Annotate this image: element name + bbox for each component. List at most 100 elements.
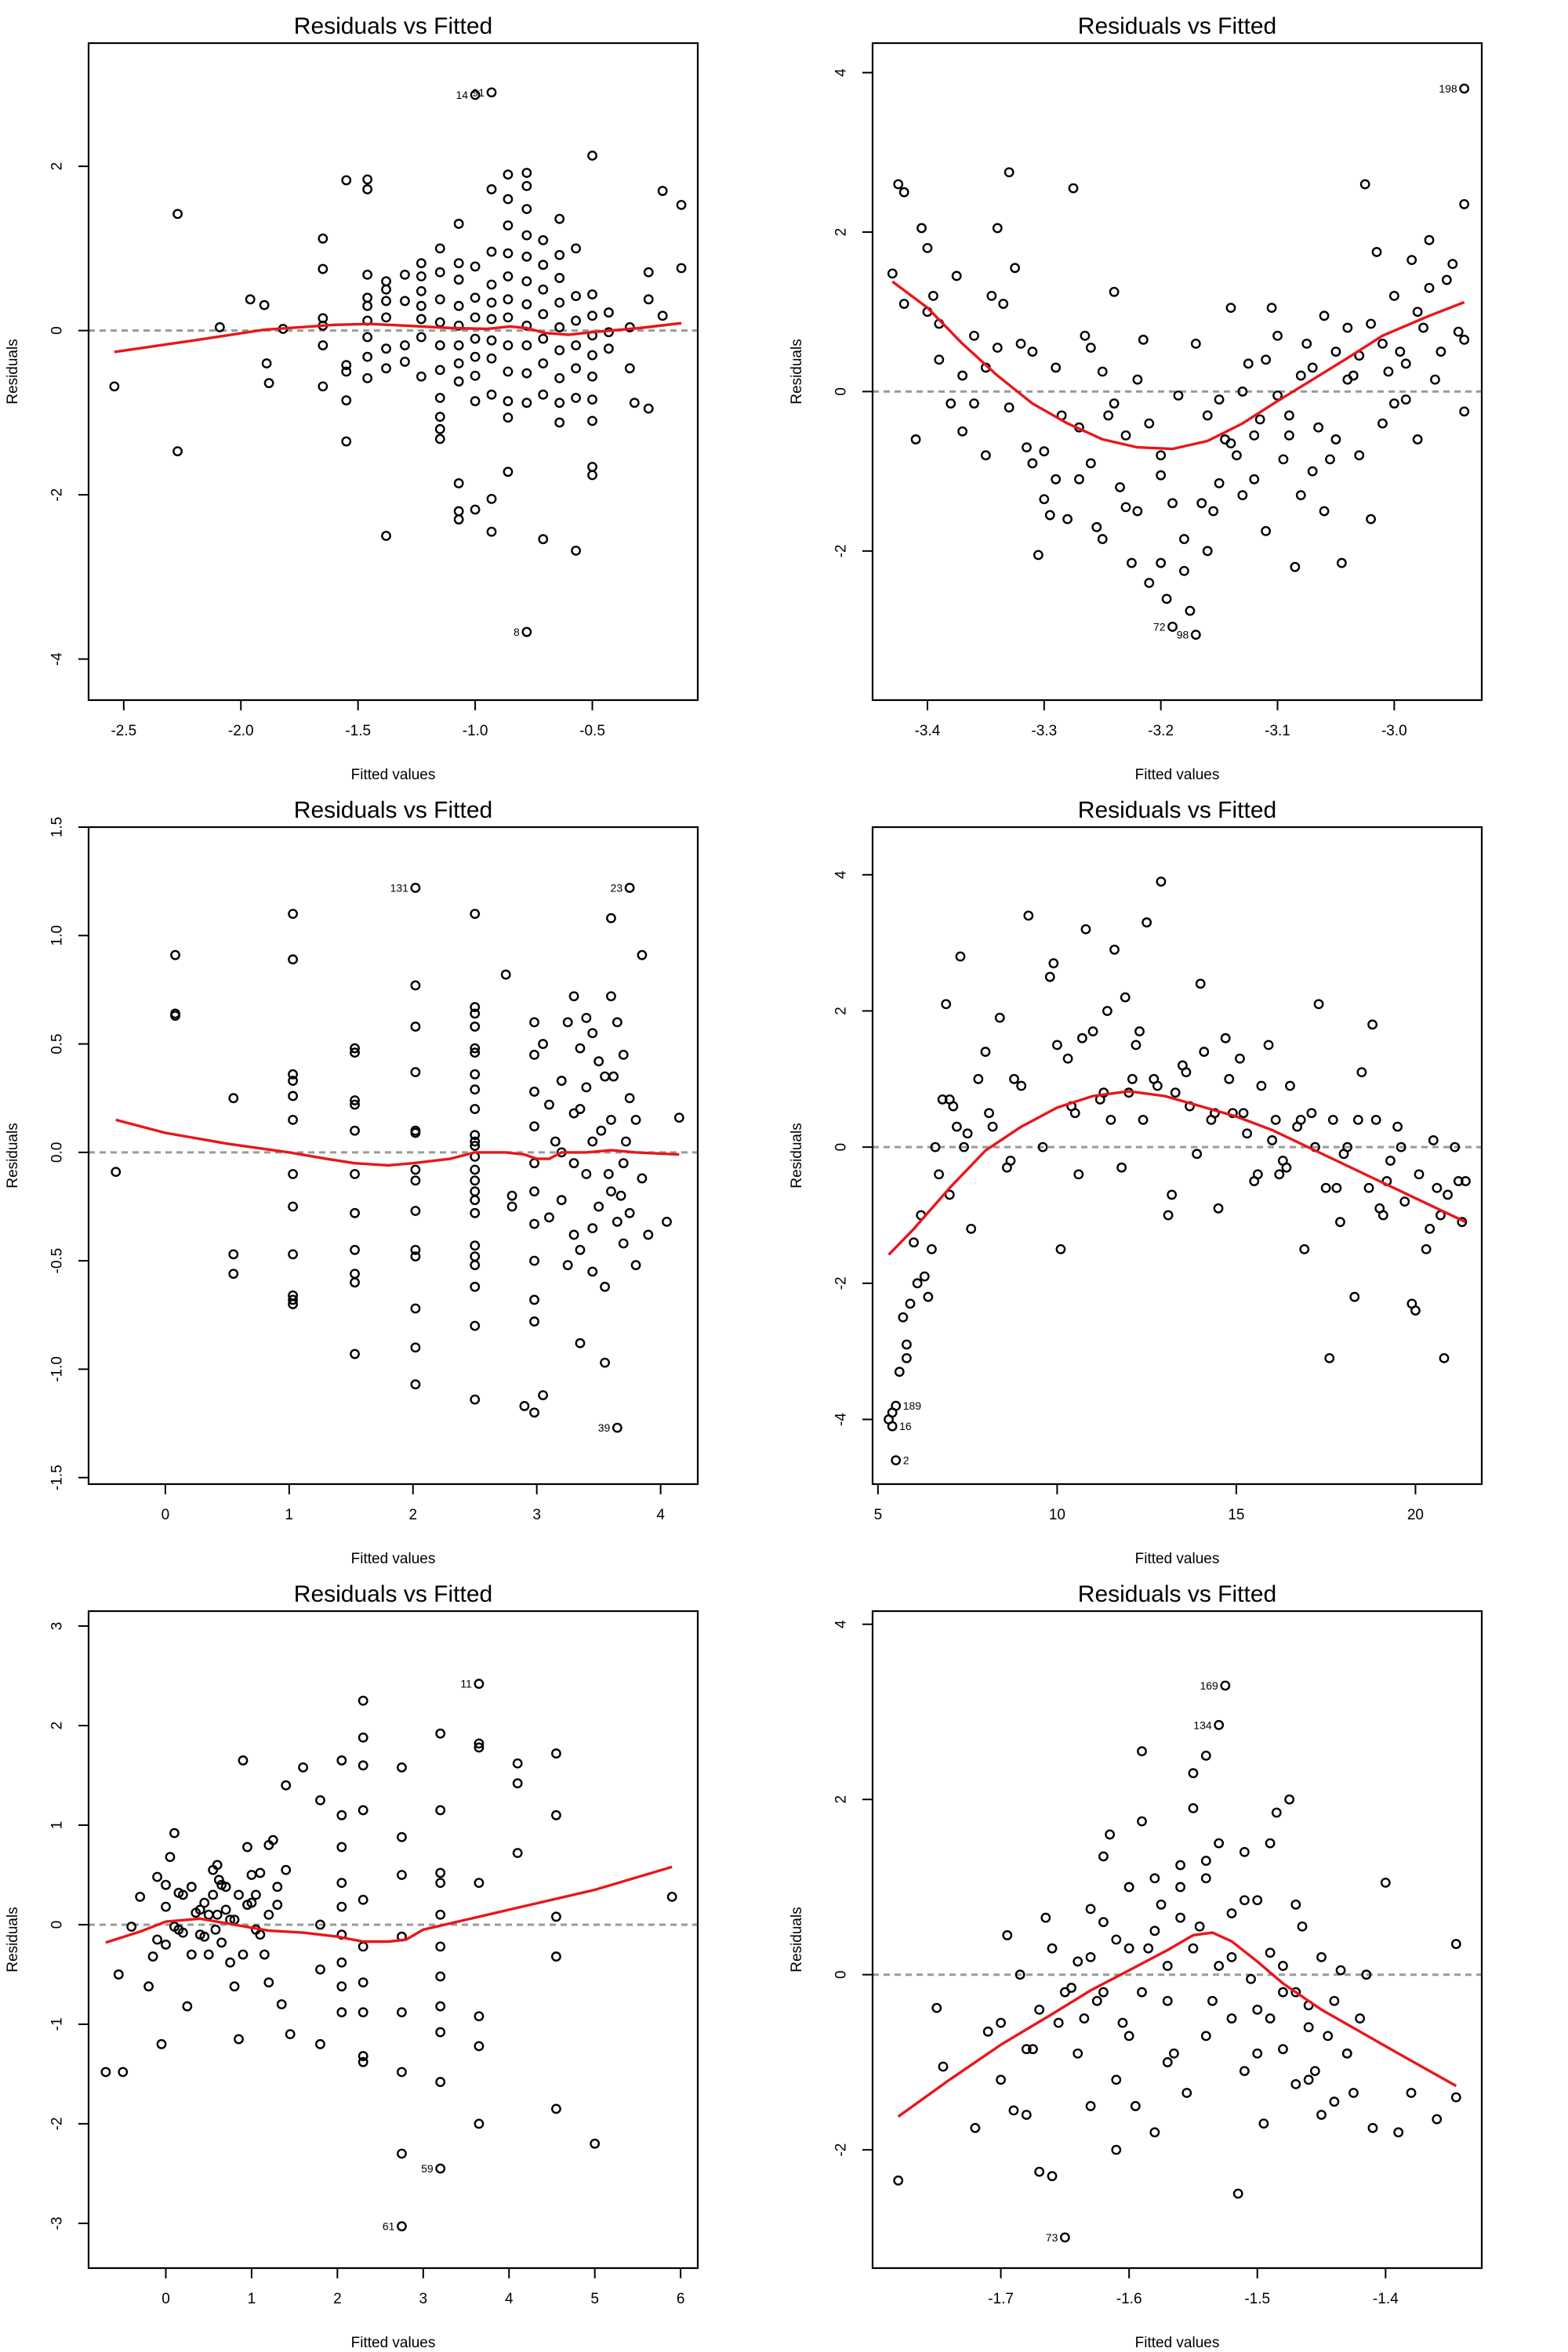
observation-label: 98 [1177, 629, 1189, 641]
residual-point [1330, 434, 1341, 445]
residual-point [1367, 2122, 1378, 2133]
residual-point [350, 1277, 360, 1288]
residual-point [1424, 234, 1435, 245]
residual-point [550, 1136, 561, 1147]
residual-point [350, 1244, 360, 1255]
residual-point [1161, 593, 1172, 604]
residual-point [891, 1455, 902, 1466]
residual-point [1439, 1352, 1450, 1363]
residual-point [113, 1969, 124, 1980]
residual-point [562, 1260, 573, 1271]
residual-point [1055, 1244, 1066, 1254]
residual-point [1324, 1352, 1335, 1363]
y-tick-label: 0.0 [49, 1142, 66, 1163]
residual-point [1225, 303, 1236, 314]
residual-point [1196, 498, 1207, 509]
residual-point [1284, 1794, 1295, 1805]
residual-point [1005, 1156, 1016, 1166]
x-tick-label: 1 [285, 1507, 294, 1523]
residual-point [1366, 318, 1376, 329]
residual-point [1361, 1969, 1372, 1980]
residual-point [934, 1169, 944, 1180]
residual-point [315, 1919, 325, 1930]
observation-label: 169 [1200, 1679, 1218, 1692]
residual-point [973, 1073, 984, 1084]
residual-point [571, 291, 581, 302]
residual-point [1132, 506, 1143, 517]
residual-point [470, 333, 481, 344]
residual-point [118, 2067, 129, 2078]
residual-point [1252, 1169, 1263, 1180]
residual-point [288, 1114, 298, 1125]
residual-point [315, 1795, 325, 1806]
residual-point [944, 1189, 955, 1200]
residual-point [529, 1121, 539, 1132]
residual-point [1418, 322, 1428, 333]
residual-point [1281, 1162, 1292, 1173]
residual-point [474, 1878, 485, 1889]
observation-label: 91 [472, 86, 485, 99]
residual-point [1348, 2088, 1359, 2098]
residual-point [1301, 339, 1312, 349]
residual-point [902, 1352, 912, 1363]
residual-point [470, 312, 481, 323]
residual-point [986, 290, 997, 301]
residual-point [199, 1931, 210, 1942]
residual-point [1085, 343, 1096, 353]
residual-point [470, 1175, 481, 1186]
residual-point [203, 1949, 214, 1960]
residual-point [1421, 1244, 1432, 1254]
residual-point [1461, 1176, 1471, 1186]
residual-point [358, 1977, 368, 1987]
residual-point [1406, 255, 1417, 266]
residual-point [1237, 387, 1248, 397]
residual-point [453, 358, 464, 368]
observation-label: 23 [611, 881, 623, 894]
residual-point [1076, 1033, 1087, 1044]
residual-point [1059, 2232, 1070, 2243]
residual-point [474, 2011, 485, 2022]
residual-point [676, 263, 687, 274]
residual-point [1290, 2078, 1301, 2089]
residual-point [470, 1320, 481, 1331]
residual-point [1027, 347, 1038, 357]
y-tick-label: -2 [833, 2143, 850, 2157]
residual-point [234, 2034, 244, 2045]
residual-point [470, 396, 481, 407]
residual-point [606, 1186, 616, 1197]
residual-point [1185, 605, 1196, 616]
residual-point [571, 315, 581, 326]
residual-point [1156, 450, 1167, 461]
residual-point [1252, 2048, 1263, 2059]
residual-point [554, 322, 565, 332]
residual-point [416, 300, 426, 311]
chart-title: Residuals vs Fitted [1078, 1581, 1276, 1607]
residual-point [350, 1207, 360, 1218]
residual-point [1242, 1128, 1253, 1139]
residual-point [397, 2007, 407, 2018]
x-tick-label: 4 [656, 1507, 665, 1523]
x-tick-label: -1.4 [1373, 2291, 1399, 2307]
residual-point [410, 1067, 421, 1077]
smoother-line [887, 1090, 1467, 1256]
residual-point [1232, 2188, 1243, 2199]
residual-point [1316, 1951, 1327, 1962]
residual-point [593, 1201, 604, 1212]
residual-point [410, 883, 421, 893]
residual-point [521, 276, 532, 287]
residual-point [1412, 307, 1423, 318]
residual-point [1377, 418, 1388, 429]
residual-point [596, 1125, 607, 1136]
residual-point [1425, 1223, 1436, 1234]
y-tick-label: -1.5 [49, 1465, 66, 1490]
residual-point [470, 1136, 481, 1147]
residual-point [474, 1742, 485, 1753]
residual-point [242, 1842, 252, 1853]
residual-point [474, 2041, 485, 2052]
residual-point [228, 1093, 239, 1104]
residual-point [470, 1130, 481, 1141]
residual-point [1073, 1169, 1084, 1180]
residual-point [1149, 2127, 1160, 2138]
residual-point [600, 1071, 610, 1082]
